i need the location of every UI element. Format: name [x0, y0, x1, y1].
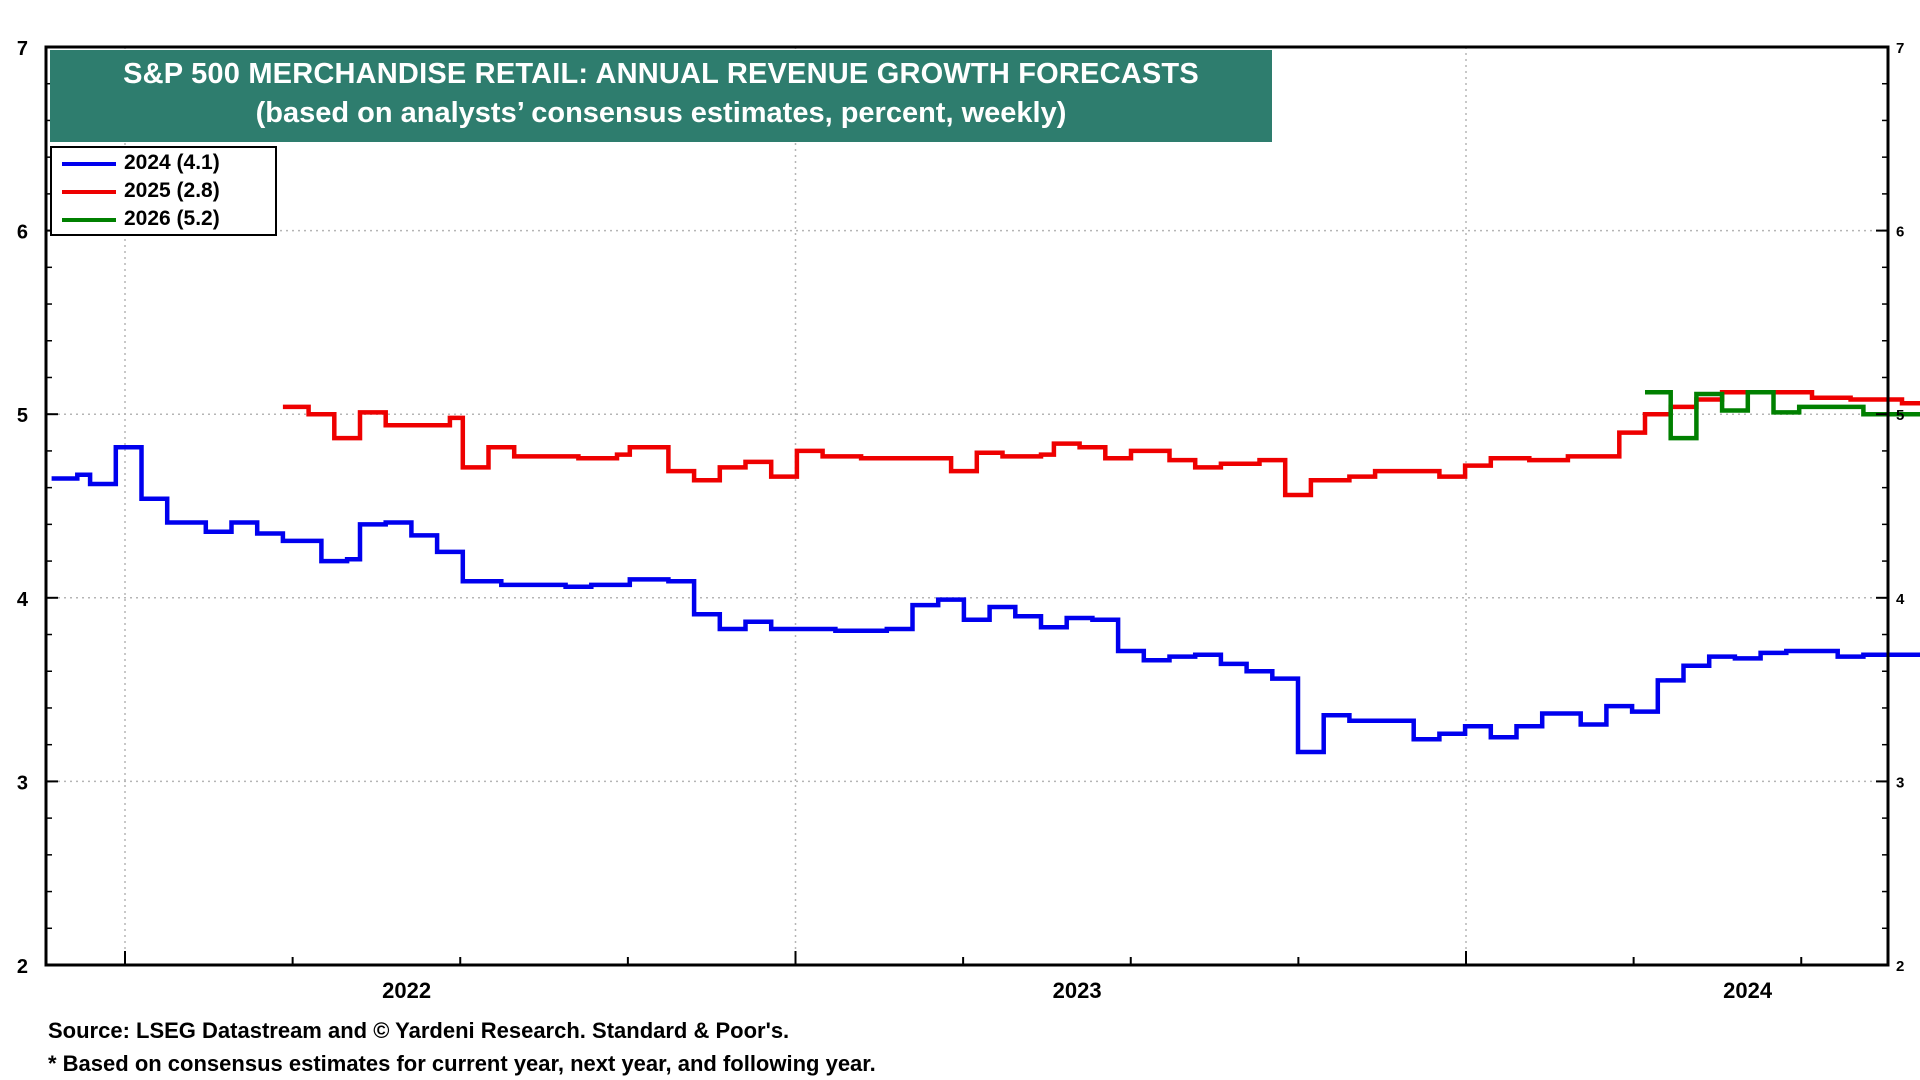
- legend-swatch-2024: [62, 162, 116, 166]
- chart-title-box: S&P 500 MERCHANDISE RETAIL: ANNUAL REVEN…: [50, 50, 1272, 142]
- x-tick-label: 2023: [1053, 978, 1102, 1003]
- axis-ticks: [46, 46, 1888, 966]
- y-tick-label-left: 4: [17, 589, 29, 611]
- series-line-2026: [1645, 389, 1920, 441]
- chart-subtitle: (based on analysts’ consensus estimates,…: [255, 97, 1067, 129]
- legend-swatch-2026: [62, 218, 116, 222]
- series-layer: [51, 389, 1920, 755]
- y-tick-label-left: 3: [17, 772, 28, 794]
- y-tick-label-left: 6: [17, 222, 28, 244]
- y-axis-left-labels: 2 3 4 5 6 7: [17, 38, 29, 978]
- y-tick-label-right: 2: [1896, 958, 1904, 975]
- y-tick-label-right: 6: [1896, 224, 1904, 241]
- y-tick-label-right: 5: [1896, 407, 1904, 424]
- legend-item-2024: 2024 (4.1): [52, 149, 275, 176]
- y-tick-label-right: 7: [1896, 40, 1904, 57]
- legend-label-2026: 2026 (5.2): [124, 207, 220, 230]
- series-line-2024: [51, 444, 1920, 755]
- y-tick-label-right: 3: [1896, 774, 1904, 791]
- legend-label-2024: 2024 (4.1): [124, 151, 220, 174]
- x-tick-label: 2024: [1723, 978, 1773, 1003]
- legend-item-2026: 2026 (5.2): [52, 205, 275, 232]
- legend: 2024 (4.1) 2025 (2.8) 2026 (5.2): [50, 146, 277, 236]
- y-tick-label-left: 5: [17, 405, 28, 427]
- y-tick-label-left: 7: [17, 38, 28, 60]
- legend-item-2025: 2025 (2.8): [52, 177, 275, 204]
- y-axis-right-labels: 2 3 4 5 6 7: [1896, 40, 1905, 975]
- series-line-2025: [282, 389, 1920, 498]
- plot-frame: [44, 45, 1890, 967]
- source-note: Source: LSEG Datastream and © Yardeni Re…: [48, 1018, 790, 1043]
- legend-swatch-2025: [62, 190, 116, 194]
- chart-title: S&P 500 MERCHANDISE RETAIL: ANNUAL REVEN…: [123, 58, 1199, 90]
- footnote: * Based on consensus estimates for curre…: [48, 1051, 876, 1076]
- grid-lines: [46, 47, 1888, 965]
- x-tick-label: 2022: [382, 978, 431, 1003]
- y-tick-label-right: 4: [1896, 591, 1905, 608]
- x-axis-labels: 2022202320242025: [382, 978, 1773, 1003]
- legend-label-2025: 2025 (2.8): [124, 179, 220, 202]
- y-tick-label-left: 2: [17, 956, 28, 978]
